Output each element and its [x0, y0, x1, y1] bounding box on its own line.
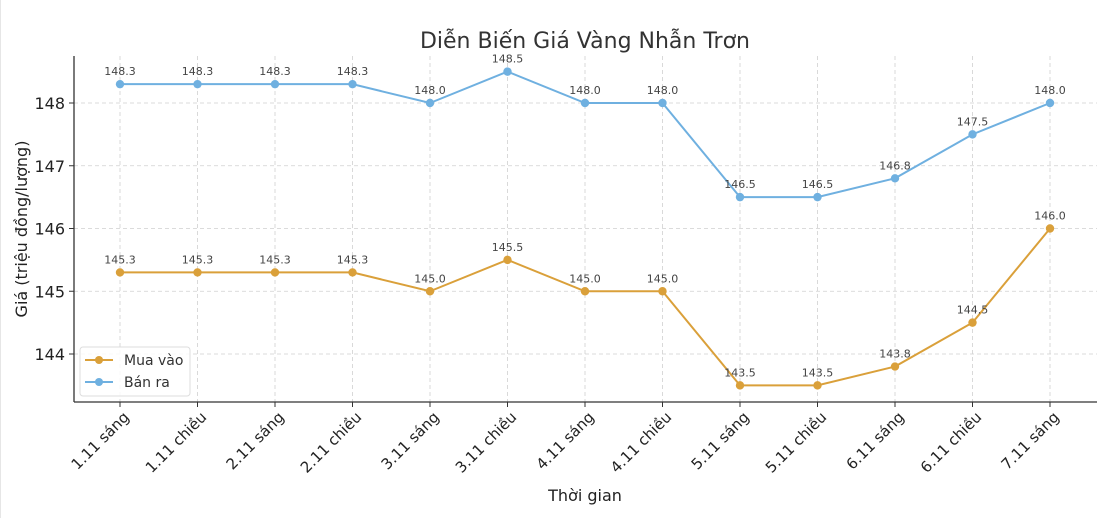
- x-tick-label: 1.11 chiều: [142, 408, 210, 476]
- x-tick-label: 1.11 sáng: [68, 408, 133, 473]
- x-axis-ticks: 1.11 sáng 1.11 chiều 2.11 sáng 2.11 chiều 3.…: [68, 402, 1063, 477]
- y-tick-label: 147: [34, 157, 65, 176]
- data-label: 146.5: [802, 178, 834, 191]
- data-point: [968, 318, 977, 327]
- x-tick-label: 2.11 chiều: [297, 408, 365, 476]
- x-tick-label: 3.11 sáng: [378, 408, 443, 473]
- data-point: [115, 79, 125, 89]
- x-tick-label: 5.11 chiều: [762, 408, 830, 476]
- data-label: 145.0: [647, 272, 679, 285]
- chart-title: Diễn Biến Giá Vàng Nhẫn Trơn: [420, 28, 750, 54]
- data-point: [193, 79, 202, 89]
- data-point: [348, 268, 357, 277]
- data-point: [270, 79, 280, 89]
- y-axis-ticks: 144 145 146 147 148: [34, 94, 74, 364]
- data-label: 148.3: [259, 65, 291, 78]
- data-point: [115, 268, 125, 277]
- data-label: 146.5: [724, 178, 756, 191]
- x-tick-label: 4.11 chiều: [607, 408, 675, 476]
- x-tick-label: 5.11 sáng: [688, 408, 753, 473]
- data-point: [658, 287, 667, 296]
- data-label: 147.5: [957, 115, 989, 128]
- data-point: [580, 287, 590, 296]
- data-label: 148.0: [1034, 84, 1066, 97]
- data-point: [348, 79, 357, 89]
- data-label: 145.5: [492, 241, 524, 254]
- y-tick-label: 148: [34, 94, 65, 113]
- data-point: [270, 268, 280, 277]
- data-label: 143.5: [802, 366, 834, 379]
- data-label: 148.3: [182, 65, 214, 78]
- legend: Mua vào Bán ra: [79, 346, 191, 397]
- data-point: [735, 381, 745, 390]
- data-label: 148.3: [104, 65, 136, 78]
- data-label: 145.3: [182, 253, 214, 266]
- data-point: [735, 192, 745, 202]
- legend-marker-icon: [95, 378, 103, 386]
- y-tick-label: 145: [34, 282, 65, 301]
- x-tick-label: 2.11 sáng: [223, 408, 288, 473]
- data-label: 148.0: [569, 84, 601, 97]
- x-tick-label: 3.11 chiều: [452, 408, 520, 476]
- data-point: [503, 67, 512, 76]
- data-label: 145.0: [414, 272, 446, 285]
- x-axis-label: Thời gian: [547, 486, 622, 505]
- data-label: 145.3: [259, 253, 291, 266]
- data-point: [813, 381, 822, 390]
- data-point: [580, 98, 590, 108]
- data-point: [193, 268, 202, 277]
- data-label: 146.0: [1034, 210, 1066, 223]
- data-point: [1045, 224, 1055, 233]
- data-label: 145.3: [337, 253, 369, 266]
- data-point: [890, 362, 900, 371]
- x-tick-label: 6.11 sáng: [843, 408, 908, 473]
- data-point: [813, 192, 822, 202]
- series-lines: [115, 67, 1055, 390]
- data-label: 144.5: [957, 304, 989, 317]
- data-label: 145.0: [569, 272, 601, 285]
- data-point: [503, 255, 512, 265]
- y-axis-label: Giá (triệu đồng/lượng): [12, 141, 31, 318]
- data-label: 143.5: [724, 366, 756, 379]
- data-labels: 145.3 145.3 145.3 145.3 145.0 145.5 145.0 145.0…: [104, 53, 1066, 380]
- y-tick-label: 146: [34, 220, 65, 239]
- data-label: 146.8: [879, 159, 911, 172]
- gridlines: [74, 56, 1097, 402]
- data-label: 148.5: [492, 53, 524, 66]
- x-tick-label: 7.11 sáng: [998, 408, 1063, 473]
- data-label: 148.0: [414, 84, 446, 97]
- y-tick-label: 144: [34, 345, 65, 364]
- x-tick-label: 4.11 sáng: [533, 408, 598, 473]
- legend-label: Mua vào: [124, 353, 183, 369]
- data-point: [890, 174, 900, 183]
- data-label: 145.3: [104, 253, 136, 266]
- data-point: [425, 98, 435, 108]
- data-label: 148.3: [337, 65, 369, 78]
- legend-marker-icon: [95, 356, 103, 364]
- data-label: 143.8: [879, 348, 911, 361]
- data-point: [968, 130, 977, 139]
- legend-label: Bán ra: [124, 375, 170, 391]
- data-label: 148.0: [647, 84, 679, 97]
- data-point: [425, 287, 435, 296]
- x-tick-label: 6.11 chiều: [917, 408, 985, 476]
- data-point: [658, 98, 667, 108]
- data-point: [1045, 98, 1055, 108]
